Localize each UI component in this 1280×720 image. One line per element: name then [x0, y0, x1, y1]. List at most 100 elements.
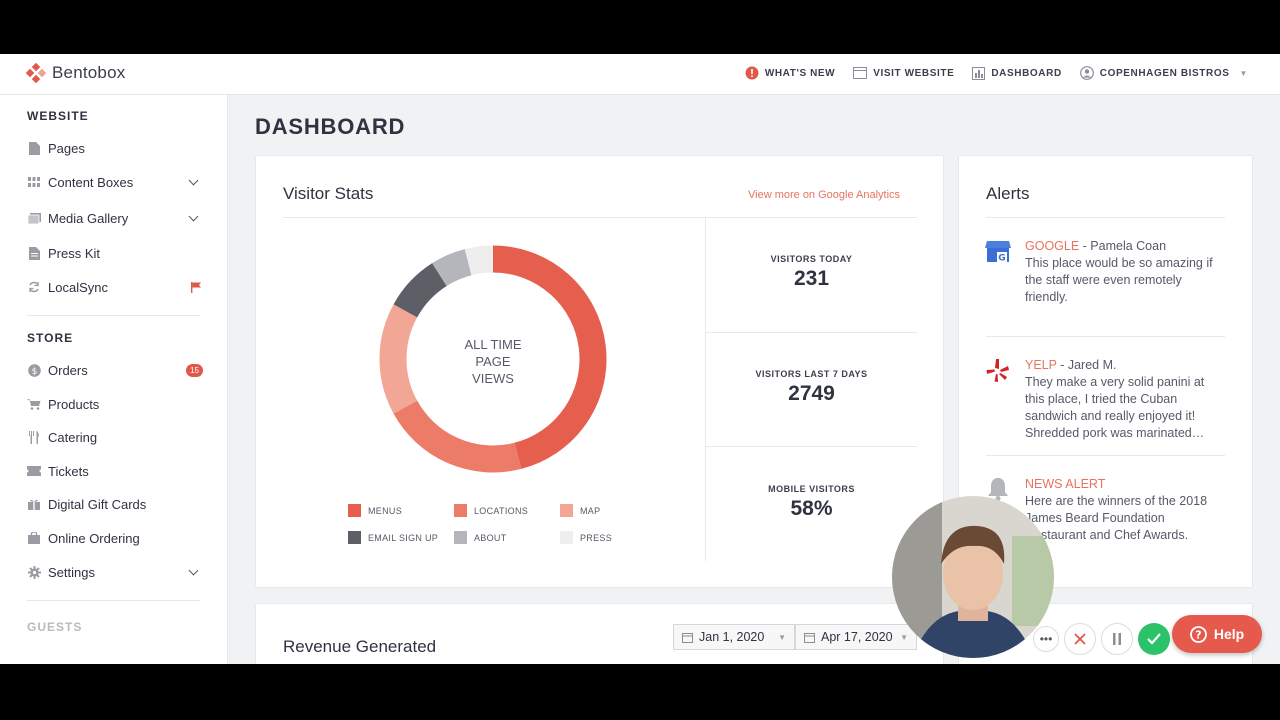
donut-slice-map[interactable] [379, 304, 418, 414]
stat-value: 58% [790, 497, 833, 520]
donut-center-label: ALL TIME PAGE VIEWS [433, 336, 553, 387]
sidebar-item-catering[interactable]: Catering [27, 426, 203, 448]
dollar-icon: $ [27, 363, 41, 377]
dashboard-link[interactable]: DASHBOARD [972, 66, 1062, 80]
sidebar-item-label: Digital Gift Cards [48, 496, 147, 512]
visit-website-label: VISIT WEBSITE [873, 67, 955, 79]
gallery-icon [27, 211, 41, 225]
visit-website-link[interactable]: VISIT WEBSITE [853, 67, 954, 79]
pause-icon [1113, 633, 1121, 645]
brand-name: Bentobox [52, 63, 126, 82]
whats-new-link[interactable]: WHAT'S NEW [745, 66, 835, 80]
stat-visitors-today: VISITORS TODAY 231 [706, 254, 917, 291]
pause-recording-button[interactable] [1101, 623, 1133, 655]
donut-slice-email-sign-up[interactable] [393, 263, 448, 318]
close-icon [1074, 633, 1086, 645]
more-options-button[interactable]: ••• [1033, 626, 1059, 652]
help-button[interactable]: ? Help [1172, 615, 1262, 653]
donut-label-line: ALL TIME [464, 337, 522, 352]
dashboard-label: DASHBOARD [991, 67, 1062, 79]
legend-swatch [454, 531, 467, 544]
sidebar-heading-website: WEBSITE [27, 109, 89, 123]
start-date-picker[interactable]: Jan 1, 2020 ▼ [673, 624, 795, 650]
sidebar-item-label: Settings [48, 564, 95, 580]
alert-divider [986, 455, 1225, 456]
sync-icon [27, 280, 41, 294]
google-my-business-icon: G [985, 238, 1011, 264]
chevron-down-icon[interactable] [188, 211, 199, 221]
sidebar-item-label: Products [48, 396, 100, 412]
alert-source: NEWS ALERT [1025, 477, 1106, 491]
sidebar-item-products[interactable]: Products [27, 393, 203, 415]
top-nav: WHAT'S NEW VISIT WEBSITE DASHBOARD COPEN… [745, 66, 1248, 80]
bento-logo-icon [26, 63, 46, 83]
sidebar-item-label: Media Gallery [48, 210, 129, 226]
whats-new-label: WHAT'S NEW [764, 67, 836, 79]
donut-slice-about[interactable] [432, 249, 472, 287]
account-menu[interactable]: COPENHAGEN BISTROS ▼ [1079, 66, 1248, 80]
donut-slice-menus[interactable] [492, 245, 607, 469]
legend-label: ABOUT [474, 532, 507, 543]
stat-label: MOBILE VISITORS [768, 484, 855, 494]
legend-item-about: ABOUT [454, 531, 507, 544]
chevron-down-icon[interactable] [188, 565, 199, 575]
sidebar-item-localsync[interactable]: LocalSync [27, 276, 203, 298]
gear-icon [27, 565, 41, 579]
legend-item-email-sign-up: EMAIL SIGN UP [348, 531, 438, 544]
sidebar-item-settings[interactable]: Settings [27, 561, 203, 583]
calendar-icon [804, 632, 815, 643]
stat-label: VISITORS TODAY [770, 254, 853, 264]
alert-divider [986, 336, 1225, 337]
alert-text: They make a very solid panini at this pl… [1025, 375, 1205, 440]
stat-mobile-visitors: MOBILE VISITORS 58% [706, 484, 917, 521]
page-icon [27, 141, 41, 155]
grid-icon [27, 175, 41, 189]
sidebar-item-tickets[interactable]: Tickets [27, 460, 203, 482]
legend-item-locations: LOCATIONS [454, 504, 528, 517]
legend-swatch [560, 531, 573, 544]
account-label: COPENHAGEN BISTROS [1099, 67, 1230, 79]
sidebar-item-media-gallery[interactable]: Media Gallery [27, 207, 203, 229]
google-analytics-link[interactable]: View more on Google Analytics [748, 189, 901, 201]
chevron-down-icon: ▼ [778, 632, 786, 642]
alert-source: YELP [1025, 358, 1057, 372]
donut-slice-locations[interactable] [393, 400, 522, 473]
page-title: DASHBOARD [255, 114, 406, 139]
sidebar-item-label: Pages [48, 140, 85, 156]
user-icon [1079, 66, 1094, 80]
revenue-title: Revenue Generated [283, 637, 437, 656]
sidebar-item-label: LocalSync [48, 279, 108, 295]
finish-recording-button[interactable] [1138, 623, 1170, 655]
legend-label: EMAIL SIGN UP [368, 532, 439, 543]
chevron-down-icon[interactable] [188, 175, 199, 185]
legend-swatch [348, 531, 361, 544]
page-views-donut-chart [379, 245, 607, 473]
brand-logo[interactable]: Bentobox [26, 63, 125, 83]
sidebar-item-label: Press Kit [48, 245, 101, 261]
alert-text: This place would be so amazing if the st… [1025, 256, 1213, 304]
alert-source: GOOGLE [1025, 239, 1080, 253]
cancel-recording-button[interactable] [1064, 623, 1096, 655]
utensils-icon [27, 430, 41, 444]
orders-count-badge: 15 [186, 363, 203, 377]
sidebar-item-digital-gift-cards[interactable]: Digital Gift Cards [27, 493, 203, 515]
svg-text:G: G [998, 254, 1005, 264]
stat-visitors-last-7-days: VISITORS LAST 7 DAYS 2749 [706, 369, 917, 406]
question-circle-icon: ? [1189, 625, 1207, 643]
alert-author: - Pamela Coan [1079, 239, 1167, 253]
sidebar-item-pages[interactable]: Pages [27, 137, 203, 159]
sidebar-item-label: Content Boxes [48, 174, 134, 190]
sidebar-item-press-kit[interactable]: Press Kit [27, 242, 203, 264]
top-bar: Bentobox WHAT'S NEW VISIT WEBSITE DASHBO… [0, 54, 1280, 95]
end-date-picker[interactable]: Apr 17, 2020 ▼ [795, 624, 917, 650]
legend-swatch [560, 504, 573, 517]
sidebar-item-online-ordering[interactable]: Online Ordering [27, 527, 203, 549]
visitor-stats-title: Visitor Stats [283, 184, 374, 203]
alert-body: GOOGLE - Pamela Coan This place would be… [1025, 238, 1225, 306]
legend-item-press: PRESS [560, 531, 612, 544]
sidebar-item-orders[interactable]: $ Orders 15 [27, 359, 203, 381]
document-icon [27, 246, 41, 260]
sidebar-item-content-boxes[interactable]: Content Boxes [27, 171, 203, 193]
donut-slice-press[interactable] [464, 245, 494, 276]
checkmark-icon [1147, 633, 1161, 645]
